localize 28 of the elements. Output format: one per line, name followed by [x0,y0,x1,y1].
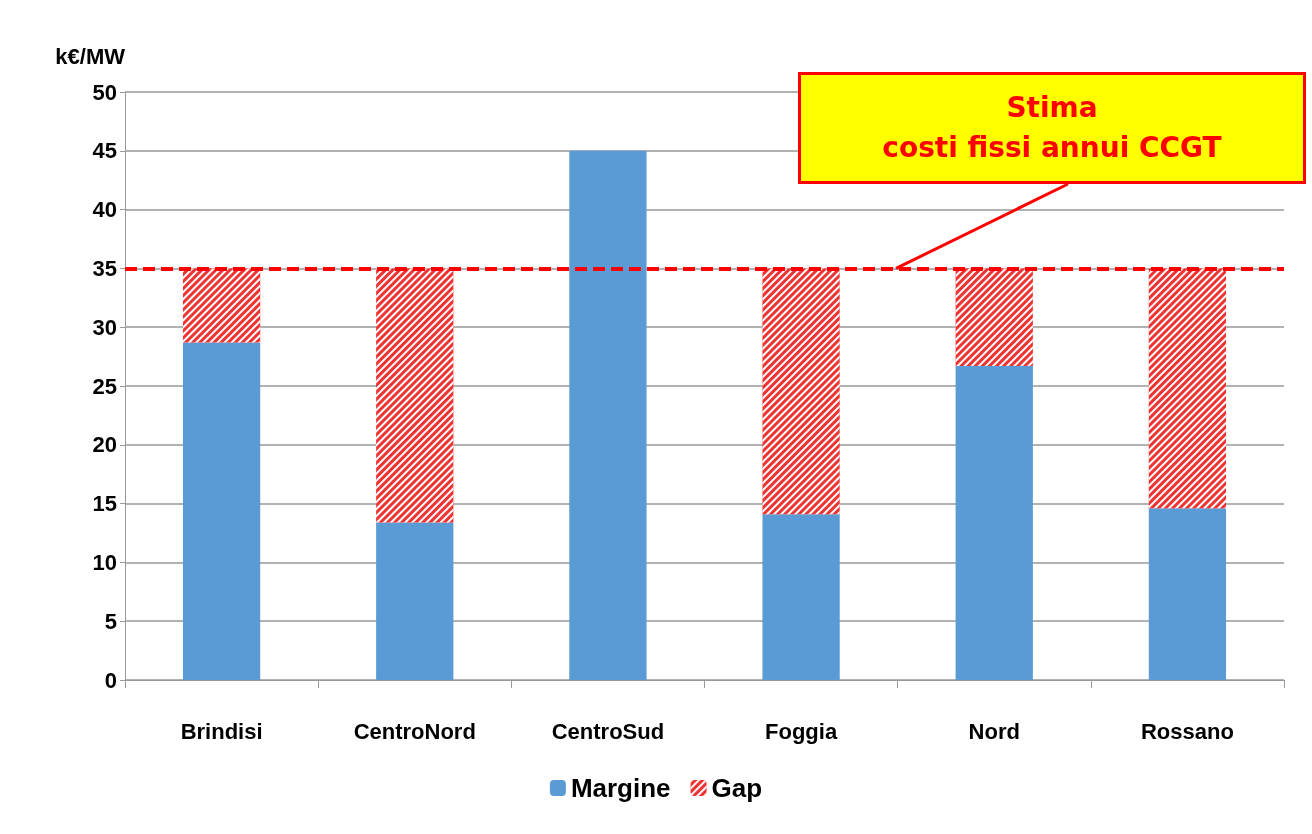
y-tick-label: 35 [92,255,117,281]
y-tick-label: 25 [92,373,117,399]
bar [955,366,1033,680]
y-tick-label: 5 [104,608,117,634]
y-tick-label: 0 [104,667,117,693]
legend-label: Margine [570,773,671,803]
x-tick-label: Rossano [1140,718,1234,744]
y-tick-label: 40 [92,197,117,223]
y-tick-label: 15 [92,491,117,517]
bar [762,514,840,680]
y-tick-label: 50 [92,79,117,105]
y-tick-label: 20 [92,432,117,458]
y-tick-label: 10 [92,549,117,575]
x-tick-label: Foggia [765,718,838,744]
bar [376,522,454,680]
x-tick-label: Brindisi [180,718,263,744]
bar [1148,508,1227,680]
x-tick-label: CentroSud [551,718,665,744]
y-tick-label: 45 [92,138,117,164]
x-tick-label: Nord [968,718,1020,744]
bar [182,342,261,680]
legend-label: Gap [711,773,763,803]
y-axis-title: k€/MW [55,43,126,69]
bar [569,150,647,680]
ref-line-label: Stima costi fissi annui CCGT [882,90,1222,166]
y-tick-label: 30 [92,314,117,340]
x-tick-label: CentroNord [353,718,476,744]
callout-box: Stima costi fissi annui CCGT [798,72,1306,184]
